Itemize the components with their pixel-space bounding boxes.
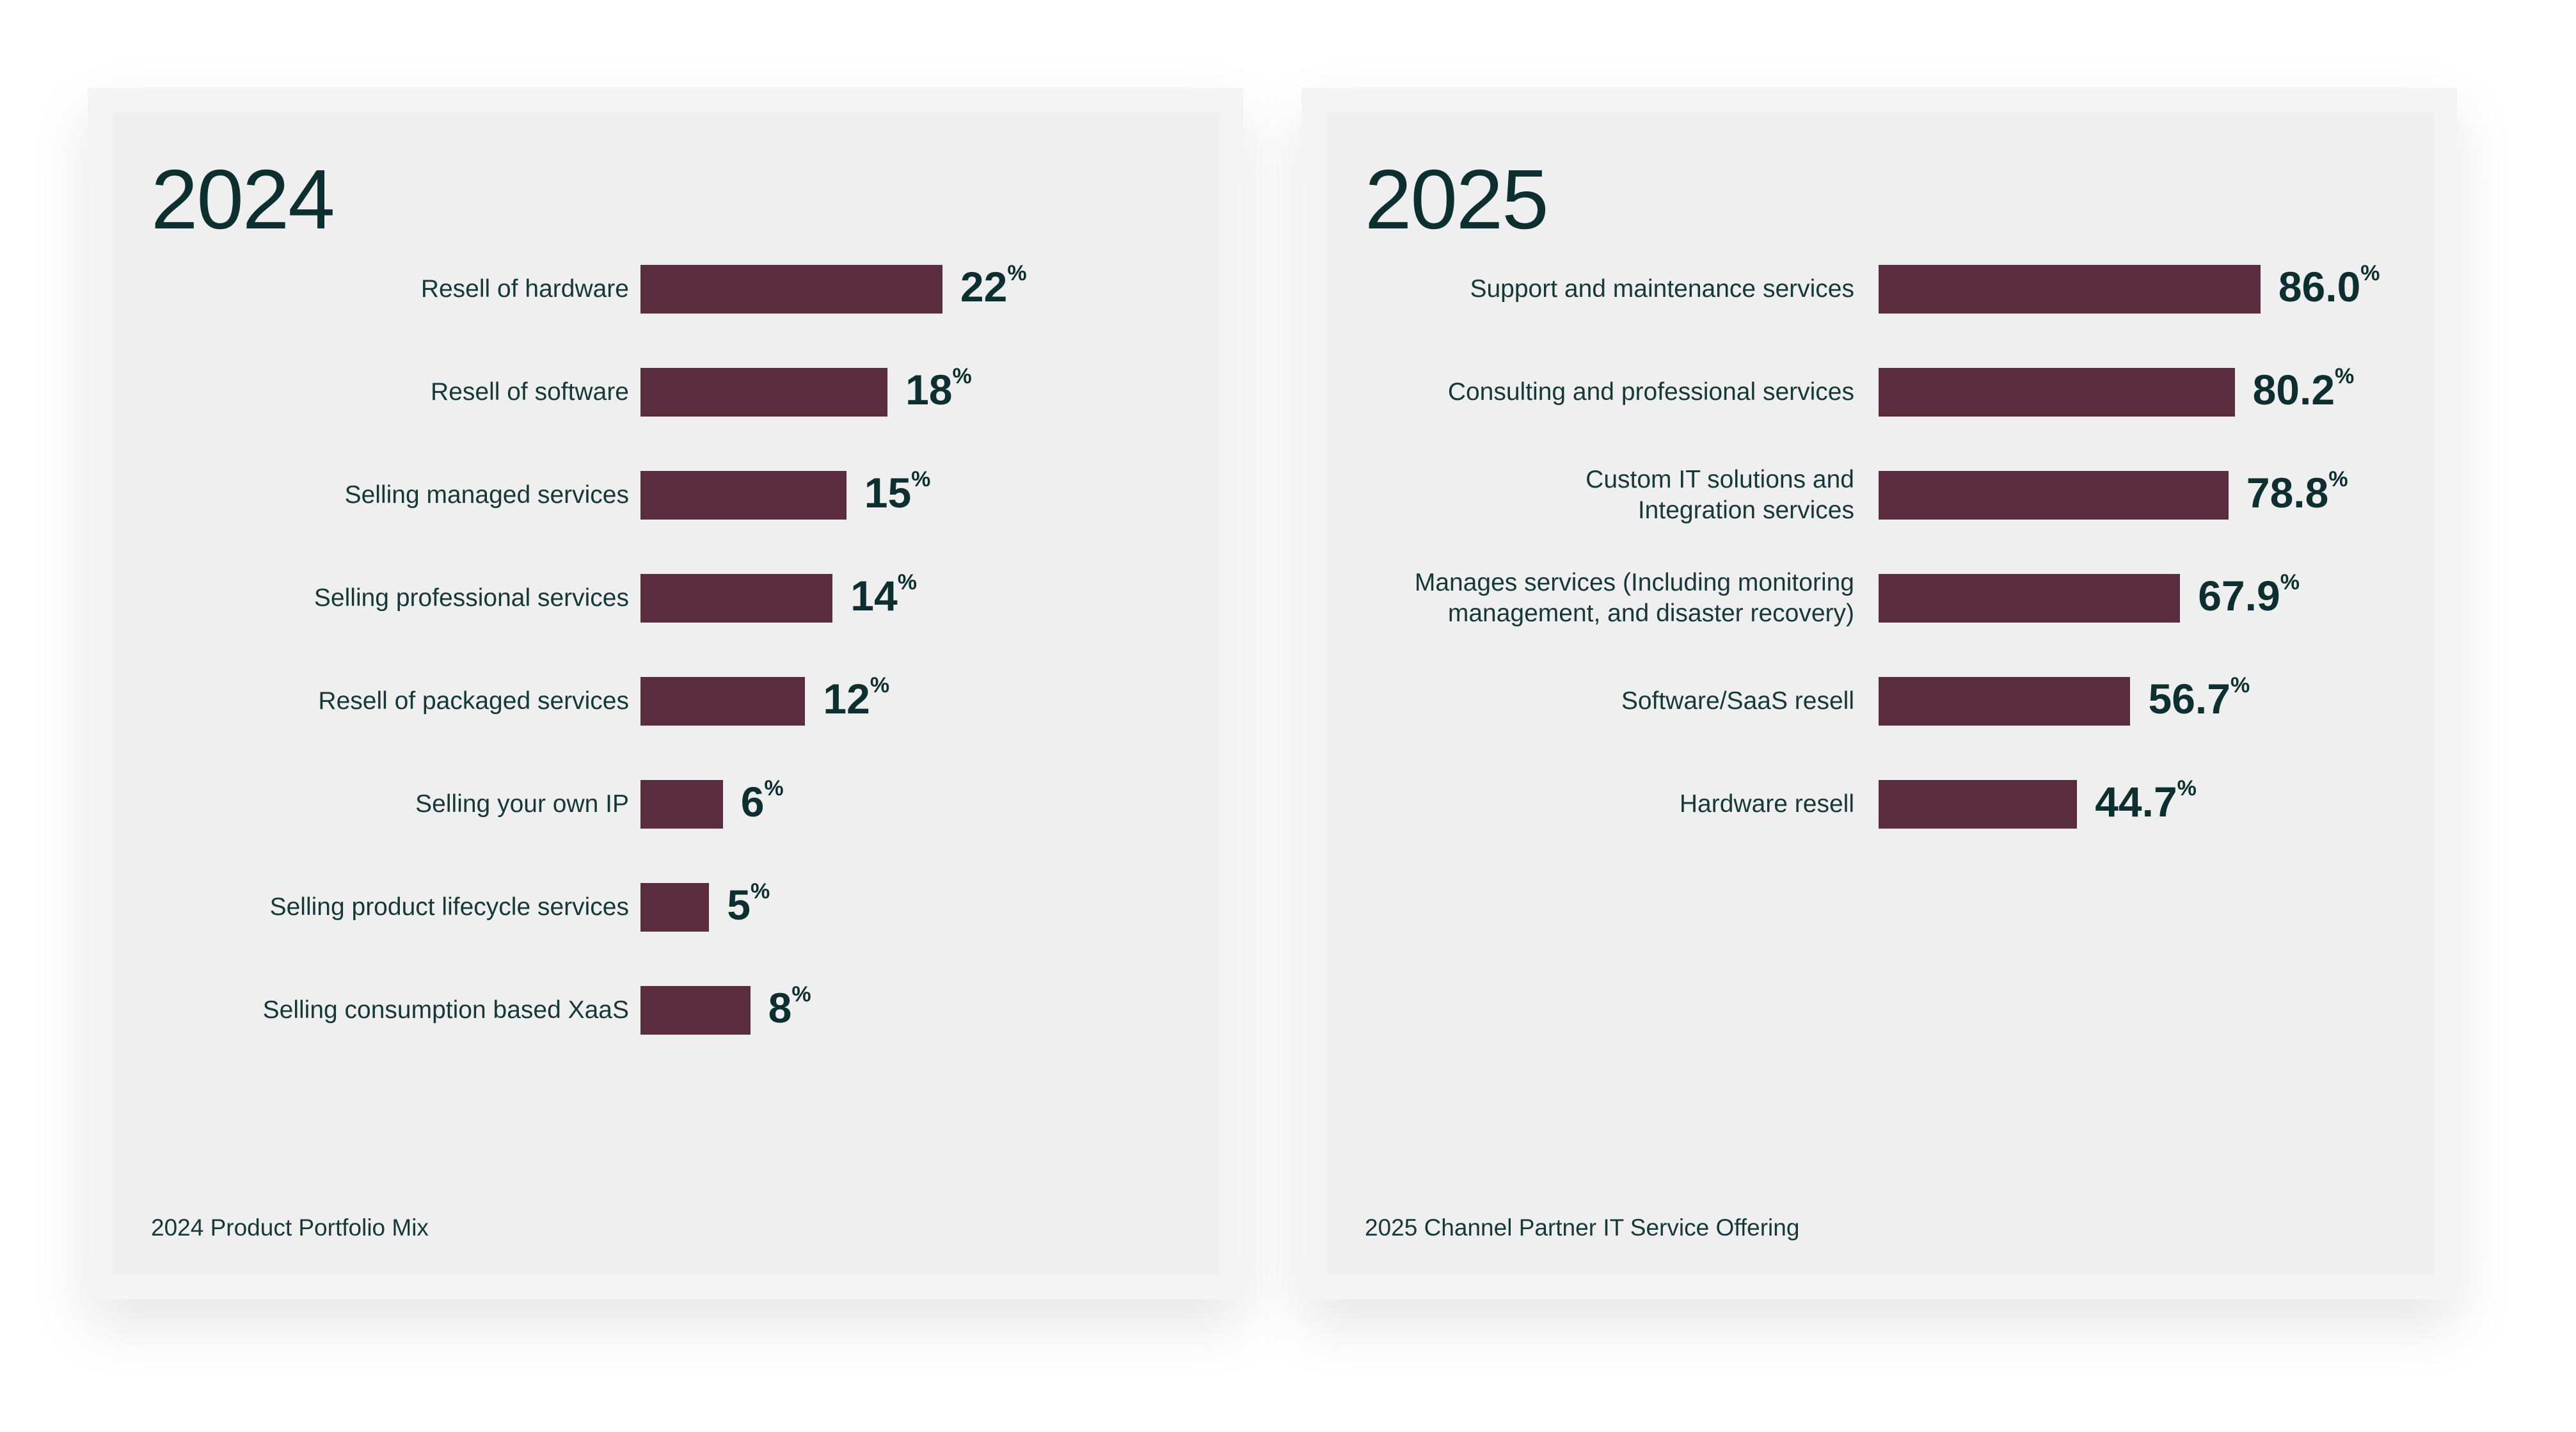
value-label: 5%	[727, 879, 770, 929]
percent-unit: %	[897, 570, 917, 594]
value-label: 12%	[823, 673, 890, 723]
bar-row: Selling managed services	[113, 447, 629, 543]
chart-card-2024: 2024 Resell of hardware 22% Resell of soft…	[88, 88, 1243, 1300]
value-label: 15%	[864, 467, 931, 517]
percent-unit: %	[870, 673, 890, 697]
value-number: 80.2	[2252, 366, 2335, 413]
value-number: 78.8	[2246, 469, 2329, 516]
category-label: Support and maintenance services	[1470, 275, 1854, 303]
bar-row: Selling product lifecycle services	[113, 859, 629, 955]
value-label: 56.7%	[2148, 673, 2250, 723]
percent-unit: %	[764, 776, 784, 800]
bar-row: Consulting and professional services	[1326, 344, 1854, 440]
percent-unit: %	[2328, 467, 2348, 491]
bar	[640, 265, 942, 314]
category-label: Software/SaaS resell	[1621, 687, 1854, 715]
chart-caption: 2025 Channel Partner IT Service Offering	[1365, 1214, 1800, 1241]
value-number: 56.7	[2148, 675, 2230, 722]
bar-row: Selling consumption based XaaS	[113, 962, 629, 1058]
bar-row: Selling professional services	[113, 550, 629, 646]
category-label: Resell of software	[431, 378, 629, 406]
value-number: 12	[823, 675, 870, 722]
bar	[640, 471, 847, 520]
percent-unit: %	[1007, 261, 1027, 285]
bar	[640, 986, 751, 1035]
bar-row: Manages services (Including monitoring ma…	[1326, 550, 1854, 646]
bar	[640, 574, 833, 623]
value-number: 18	[905, 366, 953, 413]
category-label: Hardware resell	[1679, 790, 1854, 818]
bar-row: Custom IT solutions and Integration servi…	[1326, 447, 1854, 543]
chart-card-2025: 2025 Support and maintenance services 86.…	[1301, 88, 2457, 1300]
bar-row: Support and maintenance services	[1326, 241, 1854, 337]
chart-title: 2024	[151, 152, 335, 246]
percent-unit: %	[2230, 673, 2250, 697]
chart-panel-2024: 2024 Resell of hardware 22% Resell of soft…	[113, 113, 1220, 1275]
chart-caption: 2024 Product Portfolio Mix	[151, 1214, 429, 1241]
value-label: 14%	[850, 570, 917, 620]
category-label: Selling consumption based XaaS	[262, 996, 629, 1024]
value-label: 18%	[905, 364, 972, 414]
category-label: Resell of hardware	[420, 275, 629, 303]
category-label: Manages services (Including monitoring ma…	[1414, 569, 1854, 627]
bar	[1879, 368, 2235, 417]
value-number: 5	[727, 881, 751, 928]
value-label: 44.7%	[2095, 776, 2197, 826]
value-label: 22%	[960, 261, 1027, 311]
value-label: 8%	[768, 982, 811, 1032]
percent-unit: %	[791, 982, 811, 1006]
chart-title: 2025	[1365, 152, 1549, 246]
bar-row: Selling your own IP	[113, 756, 629, 852]
value-number: 8	[768, 984, 792, 1031]
value-label: 67.9%	[2198, 570, 2300, 620]
percent-unit: %	[2360, 261, 2380, 285]
bar	[1879, 780, 2078, 829]
bar	[640, 677, 806, 726]
bar	[1879, 471, 2229, 520]
bar	[1879, 677, 2131, 726]
percent-unit: %	[2280, 570, 2300, 594]
value-number: 14	[850, 572, 898, 619]
category-label: Selling managed services	[344, 481, 629, 509]
bar-row: Resell of hardware	[113, 241, 629, 337]
value-number: 6	[740, 778, 765, 825]
category-label: Custom IT solutions and Integration servi…	[1586, 466, 1854, 524]
bar	[640, 883, 710, 932]
chart-panel-2025: 2025 Support and maintenance services 86.…	[1326, 113, 2434, 1275]
bar-row: Software/SaaS resell	[1326, 653, 1854, 749]
category-label: Resell of packaged services	[318, 687, 629, 715]
value-number: 86.0	[2278, 263, 2361, 310]
value-label: 80.2%	[2252, 364, 2355, 414]
percent-unit: %	[911, 467, 931, 491]
bar-row: Resell of packaged services	[113, 653, 629, 749]
category-label: Selling product lifecycle services	[269, 893, 629, 921]
bar-row: Resell of software	[113, 344, 629, 440]
value-number: 15	[864, 469, 912, 516]
category-label: Selling your own IP	[415, 790, 629, 818]
value-number: 22	[960, 263, 1008, 310]
bar	[640, 780, 723, 829]
value-number: 44.7	[2095, 778, 2177, 825]
value-label: 78.8%	[2246, 467, 2348, 517]
value-label: 6%	[740, 776, 784, 826]
value-label: 86.0%	[2278, 261, 2380, 311]
bar-row: Hardware resell	[1326, 756, 1854, 852]
percent-unit: %	[750, 879, 770, 903]
percent-unit: %	[2177, 776, 2197, 800]
category-label: Consulting and professional services	[1447, 378, 1854, 406]
percent-unit: %	[952, 364, 972, 388]
bar	[1879, 574, 2181, 623]
bar	[640, 368, 888, 417]
percent-unit: %	[2335, 364, 2355, 388]
category-label: Selling professional services	[314, 584, 629, 612]
value-number: 67.9	[2198, 572, 2280, 619]
bar	[1879, 265, 2261, 314]
